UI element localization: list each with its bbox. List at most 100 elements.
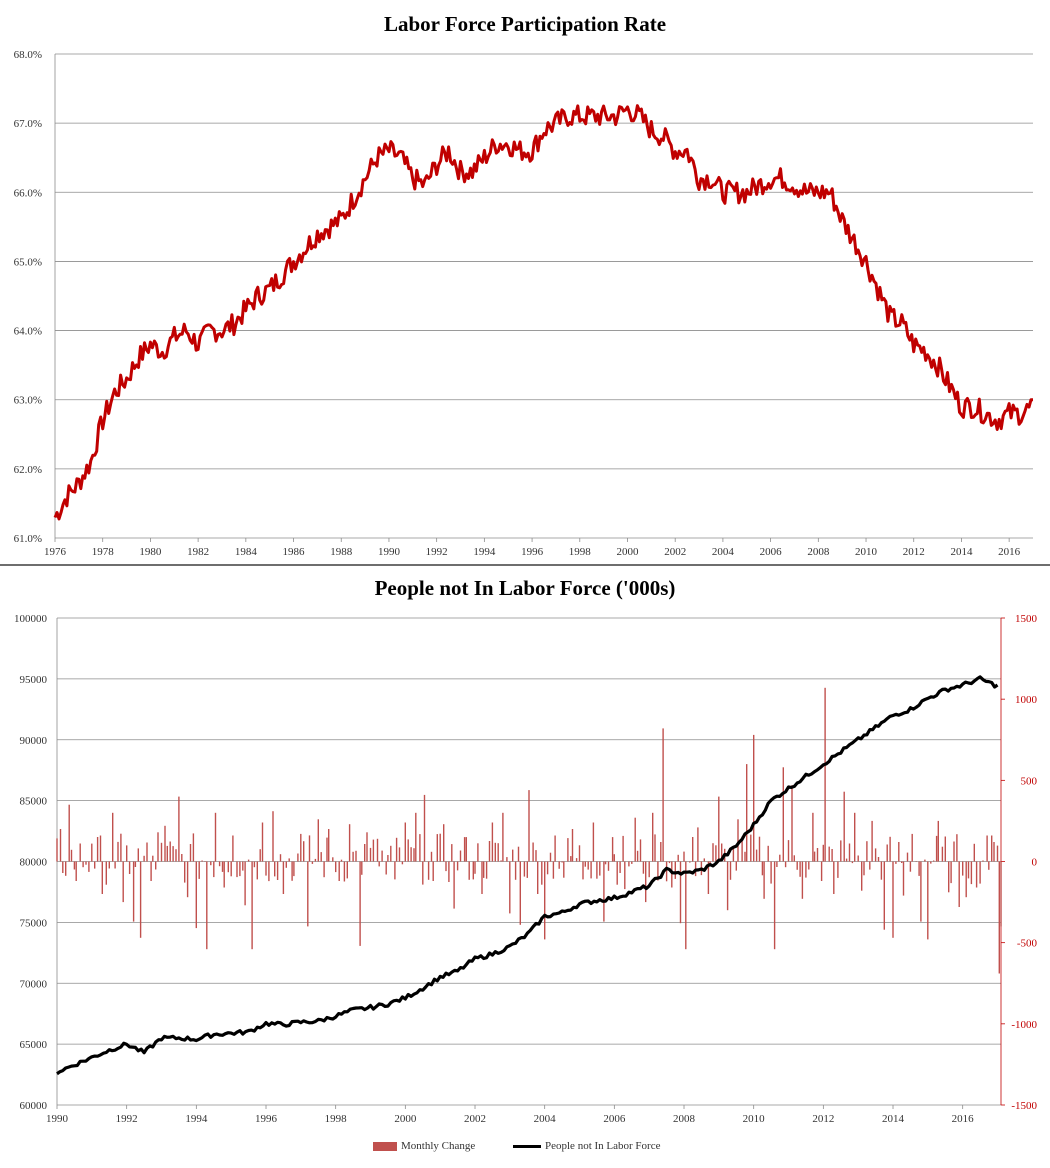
monthly-change-bar — [376, 838, 379, 862]
monthly-change-bar — [773, 861, 776, 950]
monthly-change-bar — [652, 812, 654, 862]
monthly-change-bar — [502, 812, 504, 862]
monthly-change-bar — [755, 849, 758, 862]
monthly-change-bar — [541, 861, 543, 885]
monthly-change-bar — [128, 861, 131, 874]
monthly-change-bar — [784, 861, 787, 868]
monthly-change-bar — [338, 861, 340, 881]
legend-swatch-bar-icon — [373, 1141, 397, 1151]
x-tick-label: 1998 — [325, 1113, 348, 1125]
monthly-change-bar — [500, 860, 502, 862]
monthly-change-bar — [160, 842, 163, 862]
monthly-change-bar — [988, 861, 990, 870]
monthly-change-bar — [206, 861, 208, 950]
monthly-change-bar — [134, 861, 137, 867]
monthly-change-bar — [320, 852, 322, 862]
monthly-change-bar — [837, 861, 839, 878]
monthly-change-bar — [96, 837, 99, 862]
monthly-change-bar — [517, 846, 520, 862]
monthly-change-bar — [413, 848, 415, 862]
monthly-change-bar — [996, 845, 999, 862]
y-tick-label: 66.0% — [14, 187, 42, 199]
monthly-change-bar — [662, 728, 664, 862]
y-right-tick-label: -500 — [1017, 938, 1038, 950]
monthly-change-bar — [920, 861, 922, 922]
x-tick-label: 1984 — [235, 546, 258, 558]
monthly-change-bar — [915, 861, 917, 862]
monthly-change-bar — [239, 861, 241, 877]
monthly-change-bar — [828, 846, 830, 862]
x-tick-label: 2000 — [394, 1113, 417, 1125]
monthly-change-bar — [523, 861, 526, 877]
y-left-tick-label: 80000 — [20, 857, 48, 869]
monthly-change-bar — [381, 850, 383, 862]
monthly-change-bar — [590, 861, 592, 879]
monthly-change-bar — [979, 861, 981, 884]
monthly-change-bar — [901, 861, 903, 863]
monthly-change-bar — [935, 835, 938, 862]
monthly-change-bar — [404, 822, 406, 862]
monthly-change-bar — [603, 861, 605, 922]
monthly-change-bar — [567, 838, 569, 862]
monthly-change-bar — [970, 861, 973, 885]
monthly-change-bar — [348, 824, 351, 862]
monthly-change-bar — [112, 812, 114, 862]
monthly-change-bar — [114, 861, 116, 869]
x-tick-label: 1992 — [116, 1113, 138, 1125]
monthly-change-bar — [291, 861, 293, 881]
monthly-change-bar — [364, 844, 366, 862]
monthly-change-bar — [451, 844, 453, 862]
monthly-change-bar — [941, 846, 944, 862]
monthly-change-bar — [883, 861, 885, 930]
monthly-change-bar — [671, 861, 673, 888]
monthly-change-bar — [801, 861, 804, 899]
monthly-change-bar — [481, 861, 483, 894]
monthly-change-bar — [816, 848, 819, 862]
monthly-change-bar — [535, 850, 537, 862]
monthly-change-bar — [512, 849, 514, 862]
monthly-change-bar — [552, 861, 555, 879]
monthly-change-bar — [326, 837, 328, 862]
monthly-change-bar — [544, 861, 546, 940]
monthly-change-bar — [596, 861, 598, 879]
monthly-change-bar — [394, 861, 396, 880]
monthly-change-bar — [843, 791, 845, 862]
y-left-tick-label: 100000 — [14, 613, 48, 625]
monthly-change-bar — [611, 837, 614, 862]
monthly-change-bar — [436, 834, 438, 862]
monthly-change-bar — [443, 824, 445, 862]
monthly-change-bar — [169, 841, 171, 862]
monthly-change-bar — [787, 840, 790, 862]
legend-item-people-not-in-labor-force: People not In Labor Force — [513, 1140, 660, 1152]
monthly-change-bar — [445, 861, 447, 872]
x-tick-label: 1976 — [44, 546, 67, 558]
monthly-change-bar — [483, 861, 485, 878]
monthly-change-bar — [146, 842, 148, 862]
monthly-change-bar — [236, 861, 238, 878]
monthly-change-bar — [101, 861, 103, 894]
monthly-change-bar — [689, 861, 691, 863]
monthly-change-bar — [958, 861, 960, 907]
monthly-change-bar — [99, 835, 102, 862]
x-tick-label: 1990 — [378, 546, 401, 558]
monthly-change-bar — [962, 861, 964, 876]
monthly-change-bar — [622, 835, 624, 862]
monthly-change-bar — [619, 861, 621, 873]
monthly-change-bar — [378, 861, 380, 867]
monthly-change-bar — [628, 861, 630, 867]
y-left-tick-label: 90000 — [20, 735, 48, 747]
monthly-change-bar — [265, 861, 267, 876]
monthly-change-bar — [323, 861, 325, 878]
monthly-change-bar — [933, 860, 935, 862]
monthly-change-bar — [210, 861, 212, 866]
monthly-change-bar — [732, 846, 735, 862]
x-tick-label: 2016 — [998, 546, 1021, 558]
monthly-change-bar — [532, 842, 534, 862]
monthly-change-bar — [668, 861, 671, 864]
legend-label-people-not-in-labor-force: People not In Labor Force — [545, 1140, 661, 1152]
monthly-change-bar — [204, 861, 206, 862]
y-right-tick-label: 500 — [1021, 775, 1038, 787]
monthly-change-bar — [750, 834, 752, 862]
monthly-change-bar — [213, 861, 215, 878]
monthly-change-bar — [85, 861, 87, 865]
